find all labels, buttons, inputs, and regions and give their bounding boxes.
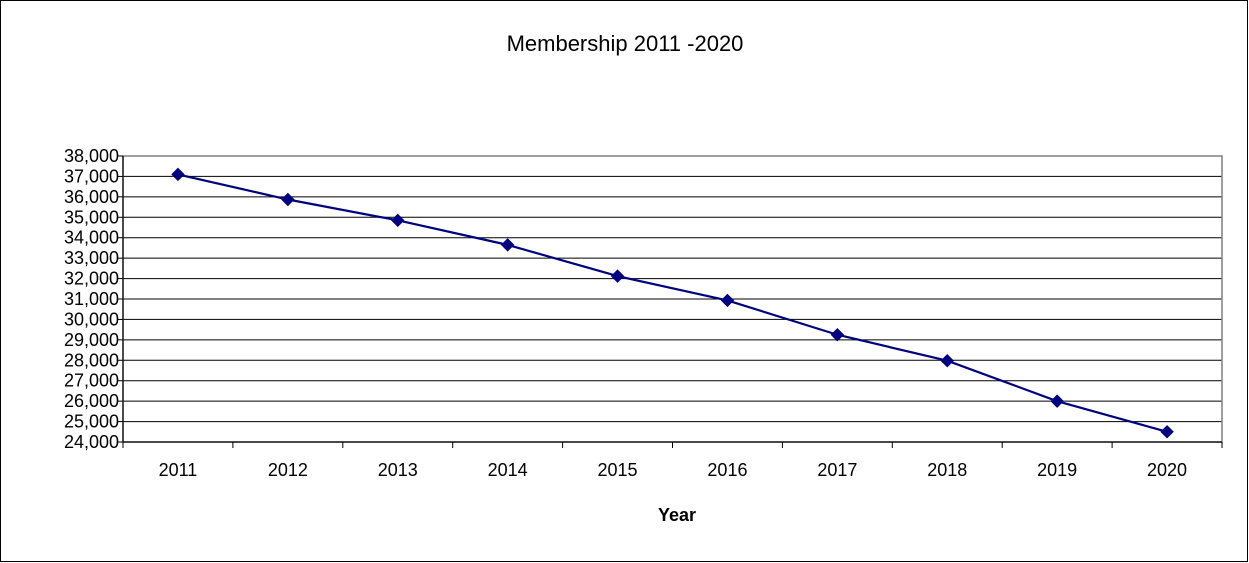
- y-tick-label: 25,000: [64, 412, 119, 432]
- y-tick-label: 24,000: [64, 432, 119, 452]
- y-tick-labels: 24,00025,00026,00027,00028,00029,00030,0…: [64, 146, 119, 452]
- x-tick-label: 2019: [1037, 460, 1077, 480]
- gridlines: [123, 175, 1222, 423]
- y-tick-label: 36,000: [64, 187, 119, 207]
- y-tick-label: 32,000: [64, 269, 119, 289]
- data-point-marker: [720, 293, 735, 308]
- data-point-marker: [1050, 394, 1064, 408]
- x-tick-label: 2017: [817, 460, 857, 480]
- x-tick-label: 2012: [268, 460, 308, 480]
- chart-title: Membership 2011 -2020: [507, 31, 744, 56]
- x-tick-label: 2020: [1147, 460, 1187, 480]
- x-tick-labels: 2011 2012 2013 2014 2015 2016 2017 2018 2019 2020: [159, 460, 1187, 480]
- x-tick-label: 2015: [598, 460, 638, 480]
- y-tick-label: 38,000: [64, 146, 119, 166]
- y-tick-label: 27,000: [64, 371, 119, 391]
- y-tick-label: 31,000: [64, 289, 119, 309]
- y-tick-label: 37,000: [64, 166, 119, 186]
- axes: [118, 155, 1223, 448]
- x-tick-label: 2011: [159, 460, 198, 480]
- y-tick-label: 26,000: [64, 391, 119, 411]
- y-tick-label: 34,000: [64, 228, 119, 248]
- series-layer: [171, 167, 1174, 439]
- data-point-marker: [610, 269, 625, 283]
- x-tick-label: 2018: [927, 460, 967, 480]
- x-axis-title: Year: [658, 505, 696, 525]
- data-point-marker: [281, 192, 295, 207]
- y-tick-label: 29,000: [64, 330, 119, 350]
- x-tick-label: 2014: [488, 460, 528, 480]
- x-tick-label: 2016: [707, 460, 747, 480]
- data-point-marker: [391, 213, 405, 228]
- data-point-marker: [500, 238, 515, 252]
- y-tick-label: 33,000: [64, 248, 119, 268]
- data-point-marker: [171, 167, 185, 182]
- y-tick-label: 30,000: [64, 309, 119, 329]
- y-tick-label: 35,000: [64, 207, 119, 227]
- y-tick-label: 28,000: [64, 350, 119, 370]
- x-tick-label: 2013: [378, 460, 418, 480]
- data-point-marker: [830, 328, 845, 342]
- data-point-marker: [940, 353, 954, 368]
- series-line: [177, 173, 1168, 433]
- data-point-marker: [1160, 425, 1174, 439]
